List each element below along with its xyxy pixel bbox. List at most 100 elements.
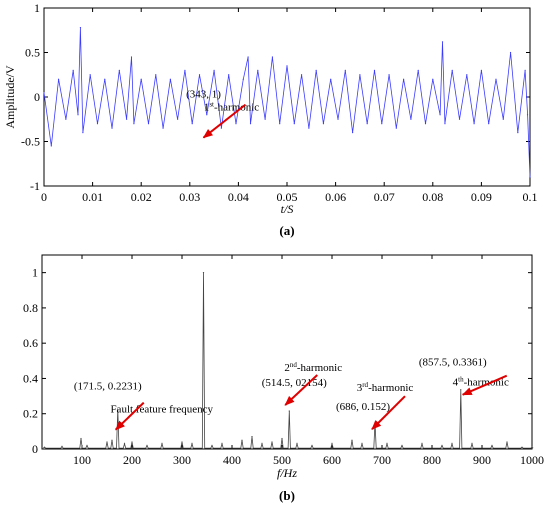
chart-b-peak-point — [491, 444, 493, 447]
chart-b-xtick-label: 600 — [323, 453, 341, 467]
chart-b-peak-point — [361, 443, 363, 445]
chart-b-peak-label: 2nd-harmonic — [284, 361, 342, 374]
chart-b-peak-point — [43, 446, 46, 448]
chart-a-point — [441, 41, 444, 43]
chart-b-xtick-label: 1000 — [520, 453, 544, 467]
chart-a-xtick-label: 0.09 — [471, 190, 492, 204]
chart-a-point — [65, 118, 67, 120]
harmonic-ordinal-suffix: st — [209, 101, 214, 109]
chart-a-point — [322, 123, 325, 125]
chart-b-peak-label: Fault feature frequency — [110, 404, 213, 416]
chart-a-point — [79, 26, 82, 29]
harmonic-ordinal-suffix: th — [458, 376, 464, 384]
chart-a-point — [286, 65, 288, 67]
chart-a-xtick-label: 0.03 — [179, 190, 200, 204]
chart-a-point — [130, 56, 133, 58]
chart-b-xtick-label: 500 — [273, 453, 291, 467]
chart-a-point — [220, 127, 222, 129]
chart-a-point — [77, 114, 79, 116]
chart-a-ytick-label: -0.5 — [21, 135, 40, 149]
chart-b-peak-point — [61, 445, 63, 447]
chart-a-point — [147, 123, 150, 125]
chart-b-peak-point — [261, 443, 263, 445]
chart-a-point — [96, 123, 99, 125]
chart-b-peak-point — [123, 443, 126, 445]
chart-b-xtick-label: 100 — [73, 453, 91, 467]
harmonic-word: -harmonic — [297, 362, 342, 374]
chart-b-peak-point — [251, 436, 253, 438]
chart-a-point — [293, 123, 295, 125]
chart-a-point — [118, 69, 120, 71]
chart-a-point — [495, 78, 497, 80]
chart-a-point — [473, 123, 475, 125]
chart-b-peak-coordinate: (514.5, 02154) — [262, 377, 327, 389]
chart-b-peak-point — [181, 441, 183, 443]
chart-a-point — [509, 51, 512, 54]
chart-a-point — [300, 74, 303, 76]
chart-b-peak-point — [211, 444, 213, 447]
chart-a-point — [213, 69, 215, 71]
chart-b: 100 200 300 400 500 600 700 800 900 100000.20.40.… — [23, 89, 544, 503]
chart-b-annotation-arrow — [115, 401, 145, 431]
chart-a-point — [395, 127, 397, 129]
chart-b-peak-point — [106, 441, 108, 443]
chart-a-point — [488, 123, 490, 125]
chart-b-peak-point — [451, 443, 453, 445]
chart-b-peak-coordinate: (686, 0.152) — [336, 401, 390, 413]
chart-a-point — [82, 132, 84, 134]
chart-a-point — [330, 78, 332, 80]
chart-b-peak-point — [460, 389, 462, 391]
chart-a-point — [424, 123, 427, 125]
chart-a-point — [169, 78, 171, 80]
chart-a-point — [257, 69, 259, 71]
chart-a-xlabel: t/S — [281, 202, 294, 216]
chart-a-panel-label: (a) — [279, 223, 294, 238]
chart-b-peak-point — [374, 421, 376, 423]
chart-b-peak-point — [117, 409, 119, 411]
chart-b-peak-point — [161, 443, 163, 445]
chart-b-annotation-arrow — [284, 374, 318, 406]
chart-a-point — [466, 74, 468, 76]
chart-b-peak-point — [521, 446, 523, 448]
chart-a-point — [184, 69, 186, 71]
chart-a-xtick-label: 0.08 — [422, 190, 443, 204]
harmonic-number: 4 — [453, 377, 459, 389]
chart-a-point — [451, 69, 453, 71]
chart-a-series-line — [43, 27, 531, 178]
chart-a-plot-frame — [43, 7, 531, 187]
chart-b-peak-point — [296, 443, 298, 445]
chart-b-peak-coordinate: (171.5, 0.2231) — [74, 381, 142, 393]
chart-b-peak-point — [131, 441, 133, 443]
chart-a-point — [366, 123, 368, 125]
chart-b-peak-point — [471, 443, 473, 445]
chart-a-point — [524, 69, 526, 71]
chart-b-annotation-arrow — [371, 395, 406, 430]
chart-a-point — [50, 145, 52, 147]
chart-b-peak-point — [351, 439, 353, 441]
chart-b-ytick-label: 0.6 — [23, 336, 38, 350]
chart-a-xtick-label: 0 — [41, 190, 47, 204]
chart-b-peak-point — [401, 444, 403, 447]
chart-b-annotation-arrow — [461, 374, 508, 396]
chart-a-point — [279, 123, 281, 125]
chart-b-annotation-arrow — [202, 103, 247, 139]
chart-a-point — [388, 74, 390, 76]
chart-a-point — [271, 56, 274, 58]
chart-b-peak-point — [202, 272, 205, 274]
chart-a-point — [502, 118, 504, 120]
harmonic-number: 2 — [284, 362, 290, 374]
chart-a-point — [228, 74, 230, 76]
chart-a-point — [526, 114, 529, 116]
chart-a-point — [308, 127, 310, 129]
chart-b-peak-point — [86, 444, 88, 447]
chart-b-peak-coordinate: (343, 1) — [186, 89, 221, 101]
chart-a-point — [104, 78, 106, 80]
chart-a-point — [155, 74, 157, 76]
chart-a-point — [417, 69, 419, 71]
chart-a-point — [57, 78, 60, 80]
chart-a-xtick-label: 0.1 — [523, 190, 538, 204]
chart-a-point — [373, 69, 376, 71]
chart-a-point — [133, 123, 135, 125]
chart-b-plot-frame — [41, 254, 533, 450]
chart-a-ytick-label: 0 — [34, 90, 40, 104]
